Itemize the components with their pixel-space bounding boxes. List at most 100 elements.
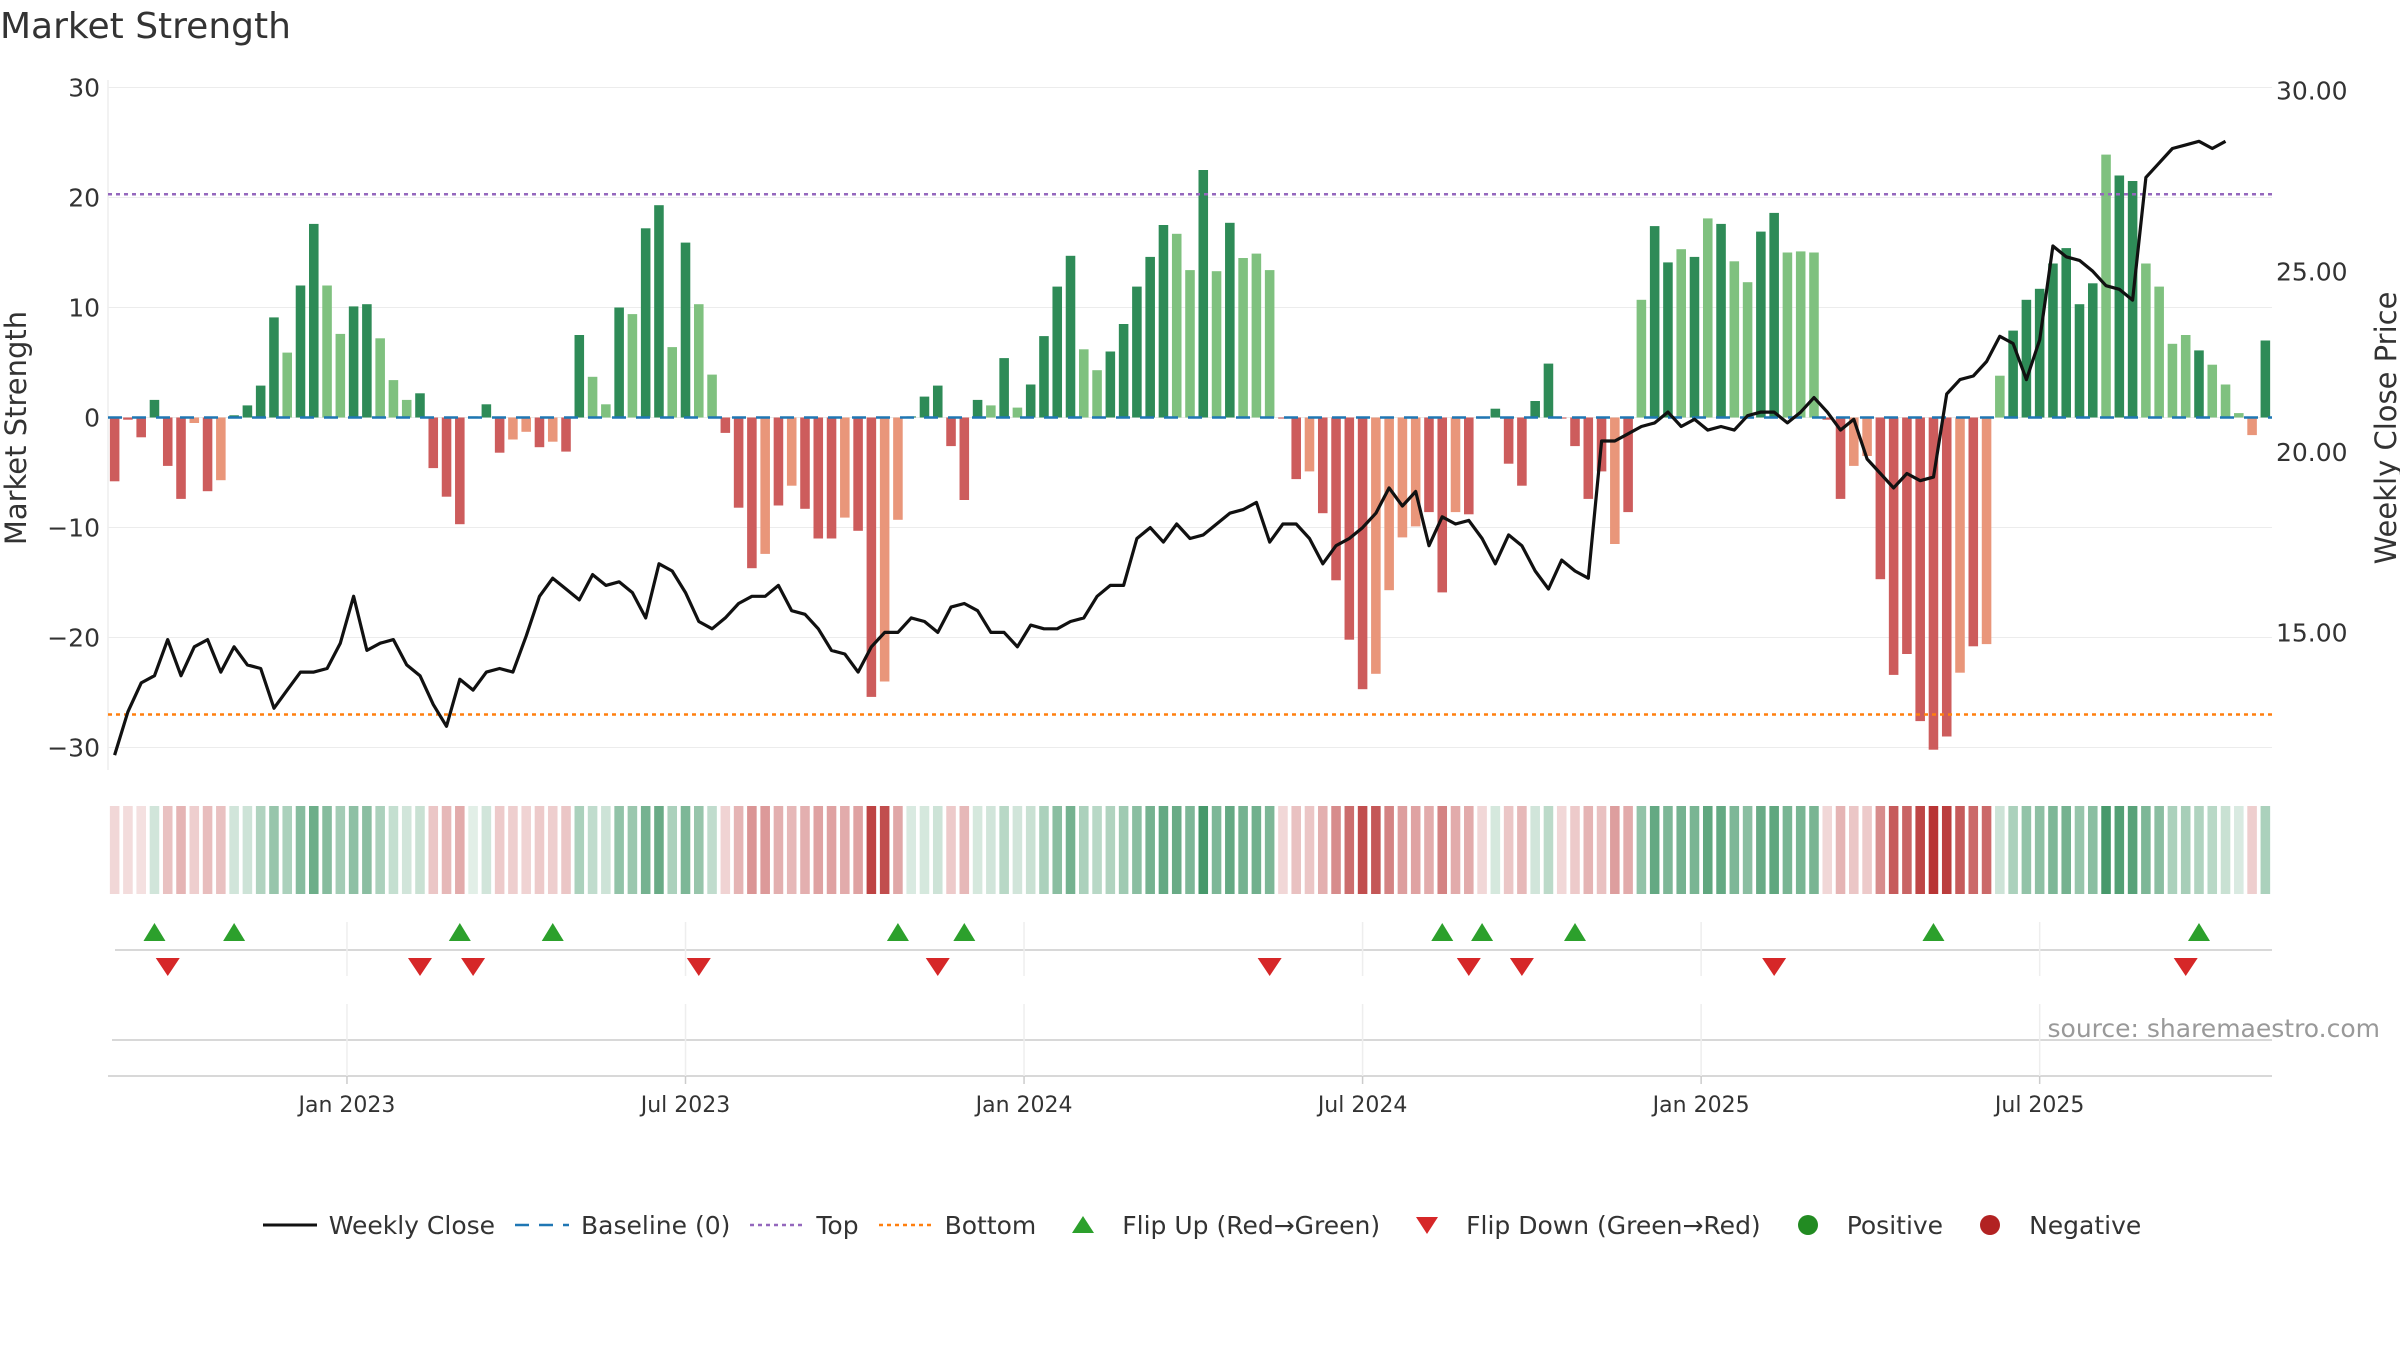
legend-label: Flip Down (Green→Red) bbox=[1466, 1210, 1761, 1240]
strength-strip-cell bbox=[1225, 806, 1235, 894]
strength-bar bbox=[375, 338, 385, 418]
strength-bar bbox=[2008, 330, 2018, 418]
x-tick-label: Jan 2024 bbox=[974, 1093, 1073, 1118]
strength-bar bbox=[1264, 270, 1275, 418]
strength-strip-cell bbox=[932, 806, 943, 894]
strength-bar bbox=[2021, 299, 2032, 418]
strength-strip-cell bbox=[2207, 806, 2218, 894]
strength-bar bbox=[1583, 417, 1594, 499]
strength-strip-cell bbox=[415, 806, 425, 894]
strength-bar bbox=[720, 417, 731, 433]
strength-bar bbox=[1158, 225, 1169, 418]
strength-strip-cell bbox=[1118, 806, 1129, 894]
strength-strip-cell bbox=[388, 806, 399, 894]
strength-strip-cell bbox=[1357, 806, 1368, 894]
strength-strip-cell bbox=[1317, 806, 1328, 894]
strength-strip-cell bbox=[893, 806, 903, 894]
strength-strip-cell bbox=[1729, 806, 1740, 894]
strength-strip-cell bbox=[1424, 806, 1434, 894]
strength-strip-cell bbox=[2021, 806, 2032, 894]
strength-strip-cell bbox=[2154, 806, 2164, 894]
strength-strip-cell bbox=[1039, 806, 1049, 894]
strength-strip-cell bbox=[1955, 806, 1965, 894]
strength-bar bbox=[1543, 363, 1554, 418]
flip-up-marker bbox=[1564, 923, 1587, 941]
weekly-close-line bbox=[113, 139, 2227, 756]
strength-strip-cell bbox=[428, 806, 439, 894]
strength-bar bbox=[1769, 212, 1779, 418]
strength-strip-cell bbox=[1862, 806, 1872, 894]
strength-strip-cell bbox=[508, 806, 518, 894]
strength-bar bbox=[1410, 417, 1421, 527]
strength-strip-cell bbox=[786, 806, 797, 894]
flip-down-marker bbox=[1257, 958, 1282, 976]
strength-strip-cell bbox=[1278, 806, 1288, 894]
legend-symbol-line bbox=[259, 1210, 321, 1240]
x-tick-label: Jul 2023 bbox=[639, 1093, 731, 1118]
strength-bar bbox=[1888, 417, 1899, 675]
strength-strip-cell bbox=[1331, 806, 1341, 894]
strength-strip-cell bbox=[1756, 806, 1766, 894]
strength-strip-cell bbox=[1464, 806, 1474, 894]
strength-bar bbox=[2114, 175, 2125, 418]
strength-strip-cell bbox=[1025, 806, 1036, 894]
strength-strip-cell bbox=[694, 806, 704, 894]
strength-strip-cell bbox=[1065, 806, 1076, 894]
legend-symbol-flip-down bbox=[1396, 1210, 1458, 1240]
strength-strip-cell bbox=[335, 806, 346, 894]
strength-strip-cell bbox=[2034, 806, 2045, 894]
legend-symbol-flip-up bbox=[1052, 1210, 1114, 1240]
strength-bar bbox=[176, 417, 186, 499]
strength-bar bbox=[534, 417, 545, 448]
strength-strip-cell bbox=[1371, 806, 1381, 894]
strength-bar bbox=[1344, 417, 1355, 640]
strength-bar bbox=[1968, 417, 1979, 647]
strength-bar bbox=[401, 399, 412, 418]
strength-strip-cell bbox=[1158, 806, 1169, 894]
strength-bar bbox=[574, 335, 585, 418]
strength-strip-cell bbox=[879, 806, 890, 894]
strength-strip-cell bbox=[1105, 806, 1116, 894]
flip-down-marker bbox=[1509, 958, 1534, 976]
strength-bar bbox=[441, 417, 452, 497]
strength-strip-cell bbox=[614, 806, 624, 894]
strength-strip-cell bbox=[1716, 806, 1726, 894]
strength-strip-cell bbox=[362, 806, 372, 894]
strength-strip-cell bbox=[946, 806, 956, 894]
strength-strip-cell bbox=[587, 806, 598, 894]
strength-strip-cell bbox=[1835, 806, 1846, 894]
strength-strip-cell bbox=[1649, 806, 1660, 894]
strength-bar bbox=[999, 358, 1009, 418]
legend-label: Positive bbox=[1846, 1210, 1944, 1240]
strength-bar bbox=[773, 417, 784, 506]
strength-bar bbox=[826, 417, 837, 539]
strength-strip-cell bbox=[1251, 806, 1262, 894]
strength-strip-cell bbox=[162, 806, 173, 894]
strength-strip-cell bbox=[1211, 806, 1222, 894]
x-tick-label: Jan 2023 bbox=[297, 1093, 396, 1118]
y2-tick-label: 25.00 bbox=[2276, 257, 2348, 286]
strength-bar bbox=[255, 385, 266, 418]
legend-item-flip-down: Flip Down (Green→Red) bbox=[1396, 1210, 1761, 1240]
strength-bar bbox=[162, 417, 173, 466]
y2-tick-label: 20.00 bbox=[2276, 438, 2348, 467]
strength-bar bbox=[2207, 364, 2218, 418]
strength-strip-cell bbox=[1809, 806, 1819, 894]
strength-bar bbox=[561, 417, 571, 452]
strength-strip-cell bbox=[1663, 806, 1673, 894]
strength-strip-cell bbox=[149, 806, 160, 894]
flip-down-marker bbox=[407, 958, 432, 976]
strength-bar bbox=[348, 306, 359, 418]
strength-bar bbox=[2167, 343, 2178, 418]
strength-strip-cell bbox=[1304, 806, 1315, 894]
strength-bar bbox=[388, 380, 399, 418]
strength-bar bbox=[627, 314, 638, 418]
strength-bar bbox=[840, 417, 850, 518]
strength-strip-cell bbox=[216, 806, 226, 894]
strength-strip-cell bbox=[906, 806, 916, 894]
strength-strip-cell bbox=[176, 806, 186, 894]
strength-strip-cell bbox=[1384, 806, 1394, 894]
strength-strip-cell bbox=[1437, 806, 1448, 894]
strength-bar bbox=[1278, 417, 1288, 419]
strength-bar bbox=[1079, 349, 1089, 418]
